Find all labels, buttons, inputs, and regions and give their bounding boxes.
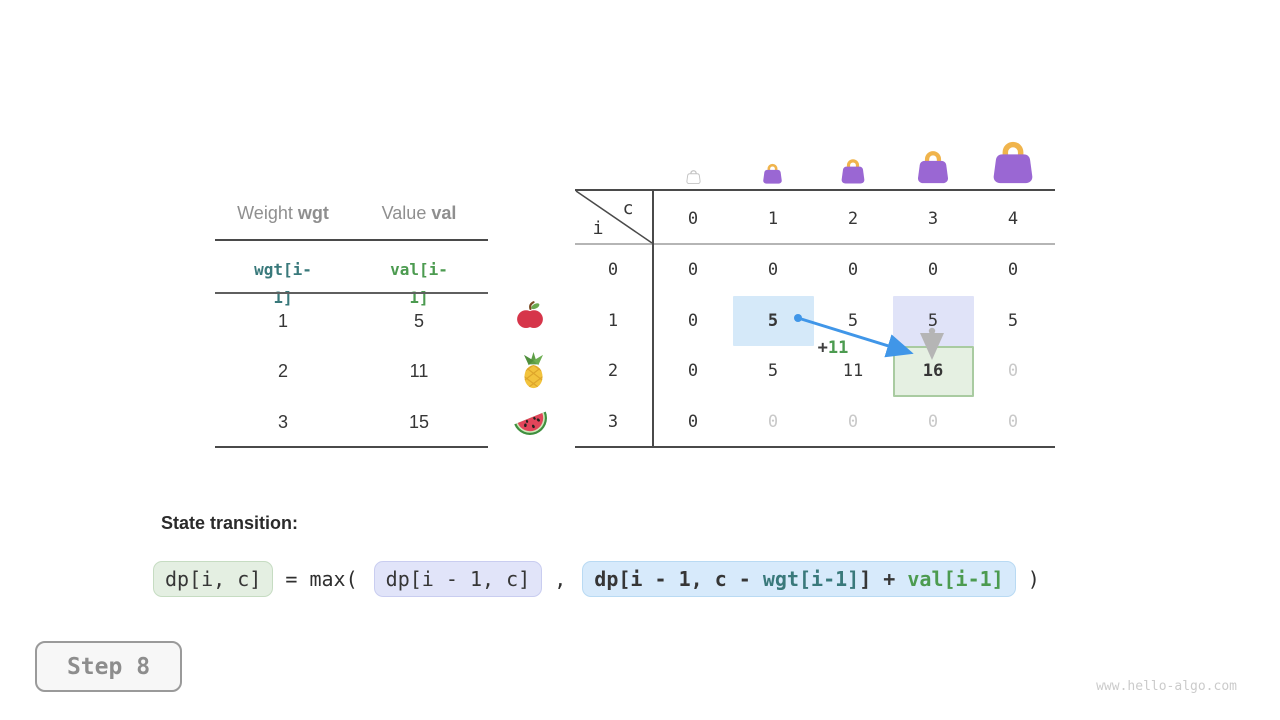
dp-cell-3-4: 0 [1007,412,1019,432]
items-table-top-rule [215,239,488,241]
items-index-val: val[i-1] [390,260,448,307]
dp-row-header-0: 0 [607,260,619,280]
item-3-weight: 3 [277,412,288,432]
dp-row-header-3: 3 [607,412,619,432]
dp-cell-0-3: 0 [927,260,939,280]
items-index-wgt: wgt[i-1] [254,260,312,307]
annotation-added-value: 11 [827,338,849,358]
formula-arg2-val: val[i-1] [907,567,1004,591]
dp-cell-1-2: 5 [847,311,859,331]
handbag-icon-large [917,151,949,184]
formula-arg2-wgt: wgt[i-1] [762,567,860,591]
dp-cell-3-1: 0 [767,412,779,432]
items-table-bottom-rule [215,446,488,448]
dp-cell-1-3: 5 [927,311,939,331]
weight-header-code: wgt [297,203,329,223]
dp-cell-3-3: 0 [927,412,939,432]
pineapple-icon [524,352,543,389]
formula-arg2-pre: dp[i - 1, c - [594,567,763,591]
value-header-code: val [431,203,457,223]
formula-arg2-mid: ] + [859,567,908,591]
dp-cell-3-2: 0 [847,412,859,432]
state-transition-label: State transition: [161,513,299,533]
dp-cell-2-4: 0 [1007,361,1019,381]
apple-icon [517,301,543,328]
formula-comma: , [542,567,579,591]
dp-cell-3-0: 0 [687,412,699,432]
formula-lhs-box: dp[i, c] [153,561,274,597]
item-2-weight: 2 [277,361,288,381]
watermelon-icon [514,411,547,435]
dp-cell-2-3: 16 [922,361,944,381]
dp-table-header-rule [575,243,1055,245]
dp-col-header-3: 3 [927,209,939,229]
formula-arg2-box: dp[i - 1, c - wgt[i-1]] + val[i-1] [582,561,1016,597]
state-transition-formula: dp[i, c] = max( dp[i - 1, c] , dp[i - 1,… [153,561,1040,597]
items-col-weight-header: Weight wgt [213,200,353,226]
dp-cell-0-2: 0 [847,260,859,280]
dp-row-header-1: 1 [607,311,619,331]
dp-cell-2-0: 0 [687,361,699,381]
dp-cell-2-2: 11 [842,361,864,381]
watermark: www.hello-algo.com [1096,679,1237,694]
add-value-annotation: +11 [806,338,860,358]
formula-close-paren: ) [1015,567,1040,591]
dp-row-header-2: 2 [607,361,619,381]
value-header-text: Value [381,203,432,223]
dp-col-header-2: 2 [847,209,859,229]
handbag-icon-xlarge [993,141,1033,184]
handbag-icon-medium [841,159,865,184]
dp-cell-1-0: 0 [687,311,699,331]
items-table-mid-rule [215,292,488,294]
dp-table-top-rule [575,189,1055,191]
dp-cell-1-4: 5 [1007,311,1019,331]
weight-header-text: Weight [237,203,298,223]
item-1-weight: 1 [277,311,288,331]
item-3-value: 15 [408,412,430,432]
formula-equals-max: = max( [273,567,370,591]
item-1-value: 5 [413,311,424,331]
dp-corner-row-var: i [592,218,604,239]
dp-cell-0-0: 0 [687,260,699,280]
items-col-value-header: Value val [349,200,489,226]
dp-table-vertical-rule [652,189,654,448]
dp-table-bottom-rule [575,446,1055,448]
dp-cell-2-1: 5 [767,361,779,381]
handbag-icon-small [763,163,782,184]
dp-col-header-1: 1 [767,209,779,229]
dp-cell-0-4: 0 [1007,260,1019,280]
annotation-plus-sign: + [817,338,828,358]
dp-col-header-0: 0 [687,209,699,229]
dp-col-header-4: 4 [1007,209,1019,229]
dp-cell-1-1: 5 [767,311,779,331]
item-2-value: 11 [409,361,429,381]
empty-bag-icon [686,170,701,184]
dp-cell-0-1: 0 [767,260,779,280]
step-badge: Step 8 [35,641,182,692]
formula-arg1-box: dp[i - 1, c] [373,561,543,597]
